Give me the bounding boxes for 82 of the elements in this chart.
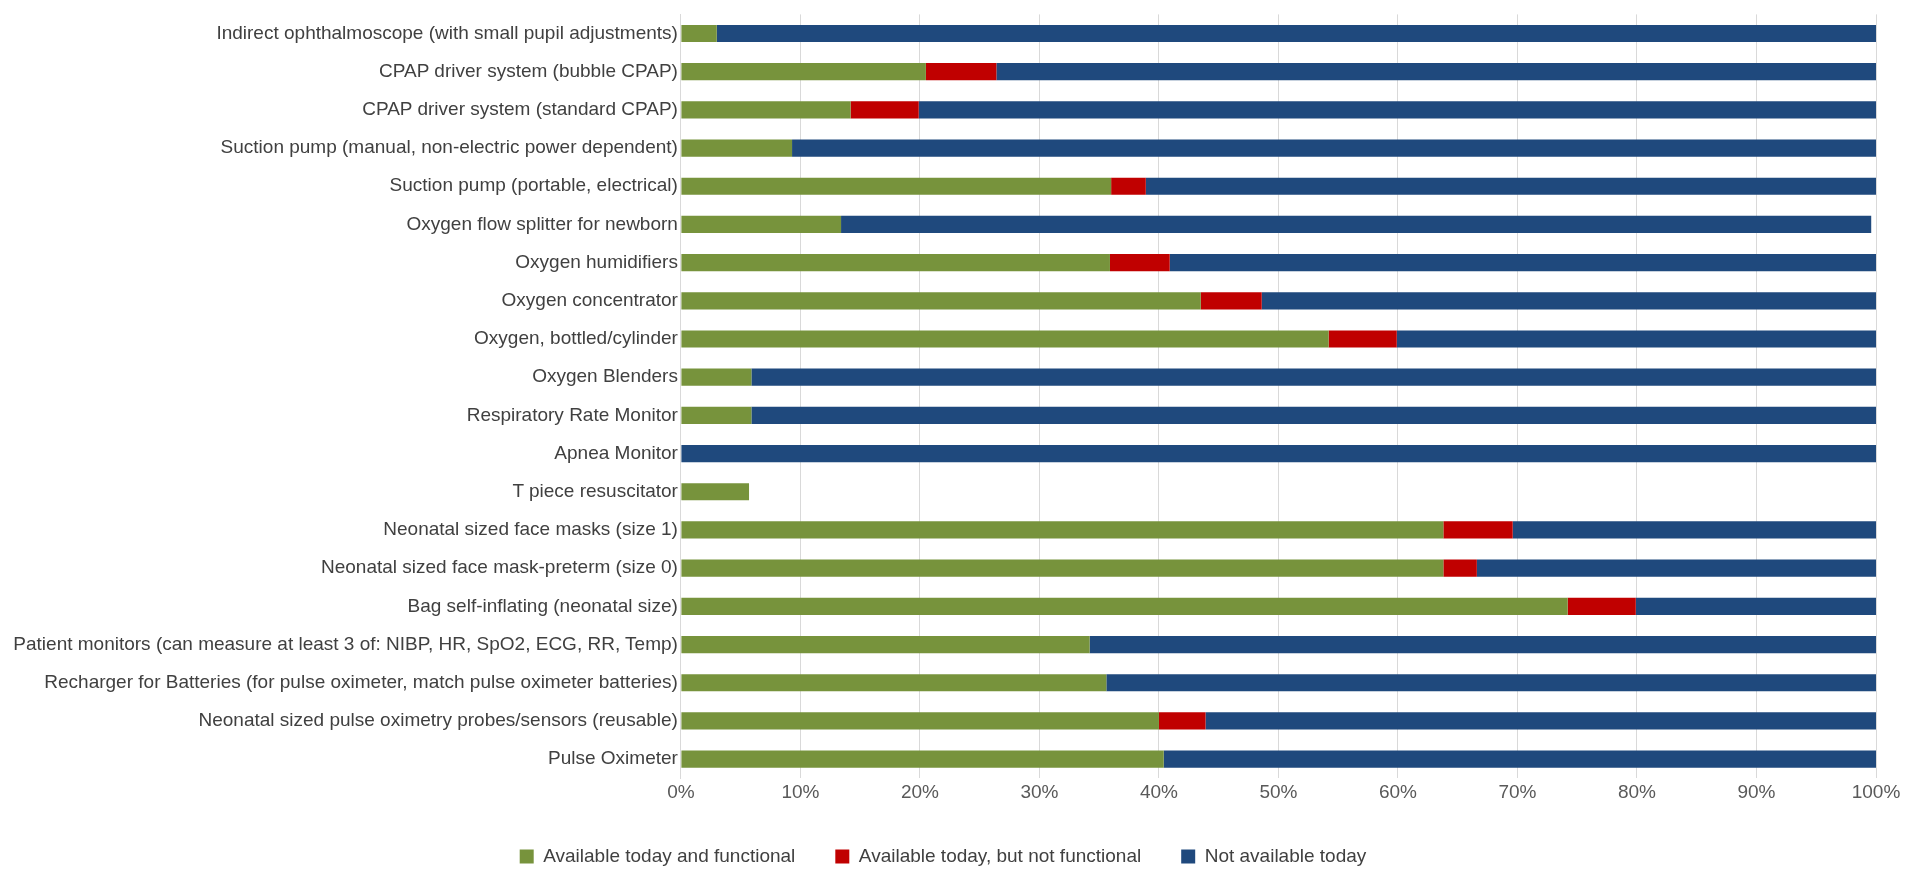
bar — [1109, 254, 1170, 272]
x-tick-label: 10% — [781, 780, 820, 802]
y-tick-label: CPAP driver system (bubble CPAP) — [379, 59, 678, 81]
y-tick-label: T piece resuscitator — [512, 480, 679, 502]
bar — [1567, 597, 1636, 615]
x-tick-label: 40% — [1139, 780, 1179, 802]
y-tick-label: Recharger for Batteries (for pulse oximeter, match pulse oximeter batteries) — [44, 670, 678, 692]
y-tick-label: Pulse Oximeter — [548, 747, 679, 769]
bar — [1328, 330, 1397, 348]
bar — [681, 712, 1159, 730]
bar — [681, 63, 926, 81]
legend-label: Not available today — [1204, 844, 1367, 866]
bar — [681, 444, 1876, 463]
x-tick-label: 60% — [1378, 780, 1418, 802]
bar — [681, 750, 1164, 768]
x-tick-label: 100% — [1851, 780, 1901, 802]
x-tick-label: 0% — [667, 780, 695, 802]
y-tick-label: Oxygen flow splitter for newborn — [406, 212, 678, 234]
bar — [681, 483, 750, 501]
y-tick-label: Suction pump (portable, electrical) — [389, 174, 678, 196]
bar — [751, 406, 1876, 424]
y-tick-label: Neonatal sized face masks (size 1) — [383, 518, 678, 540]
y-tick-label: Oxygen Blenders — [532, 365, 678, 387]
legend-label: Available today and functional — [543, 844, 796, 866]
bar — [1443, 521, 1513, 539]
bar — [1205, 712, 1876, 730]
y-tick-label: Indirect ophthalmoscope (with small pupil adjustments) — [216, 21, 678, 43]
bar — [681, 24, 717, 43]
bar — [1635, 597, 1876, 615]
y-tick-label: Apnea Monitor — [554, 441, 679, 463]
y-tick-label: Oxygen concentrator — [501, 289, 679, 311]
y-tick-label: Suction pump (manual, non-electric power dependent) — [220, 136, 678, 158]
bar — [1396, 330, 1876, 348]
x-tick-label: 50% — [1259, 780, 1298, 802]
bar — [1443, 559, 1477, 577]
bar — [925, 63, 997, 81]
x-tick-label: 70% — [1498, 780, 1537, 802]
bar — [841, 215, 1872, 234]
bar — [1158, 712, 1206, 730]
bar — [1200, 292, 1262, 310]
bar — [1145, 177, 1876, 195]
y-tick-label: Oxygen humidifiers — [515, 250, 678, 272]
bar — [681, 521, 1444, 539]
bar — [681, 330, 1329, 348]
bar — [1476, 559, 1876, 577]
x-tick-label: 20% — [900, 780, 940, 802]
bar — [681, 292, 1201, 310]
bar — [716, 24, 1876, 43]
y-tick-label: Oxygen, bottled/cylinder — [474, 327, 679, 349]
bar — [1261, 292, 1876, 310]
bar — [681, 368, 752, 386]
bar — [681, 139, 793, 157]
y-tick-label: Patient monitors (can measure at least 3 of: NIBP, HR, SpO2, ECG, RR, Temp) — [13, 632, 678, 654]
x-tick-label: 30% — [1020, 780, 1059, 802]
bar — [681, 215, 842, 234]
bar — [681, 635, 1090, 654]
x-tick-label: 80% — [1617, 780, 1657, 802]
bar — [1163, 750, 1876, 768]
legend-label: Available today, but not functional — [858, 844, 1142, 866]
bar — [681, 254, 1110, 272]
y-tick-label: Respiratory Rate Monitor — [466, 403, 679, 425]
bar — [681, 597, 1568, 615]
bar — [681, 674, 1107, 692]
bar — [792, 139, 1876, 157]
bar — [996, 63, 1876, 81]
bar — [751, 368, 1876, 386]
y-tick-label: CPAP driver system (standard CPAP) — [362, 98, 678, 120]
y-tick-label: Neonatal sized pulse oximetry probes/sensors (reusable) — [198, 709, 678, 731]
y-tick-label: Bag self-inflating (neonatal size) — [407, 594, 678, 616]
bar — [850, 101, 919, 119]
bar — [1089, 635, 1876, 654]
bar — [1512, 521, 1876, 539]
bar — [1111, 177, 1146, 195]
bar — [681, 177, 1112, 195]
y-tick-label: Neonatal sized face mask-preterm (size 0) — [320, 556, 678, 578]
bar — [681, 406, 752, 424]
bar — [681, 101, 851, 119]
bar — [1169, 254, 1876, 272]
bar — [918, 101, 1876, 119]
bar — [681, 559, 1444, 577]
x-tick-label: 90% — [1737, 780, 1776, 802]
bar — [1106, 674, 1876, 692]
